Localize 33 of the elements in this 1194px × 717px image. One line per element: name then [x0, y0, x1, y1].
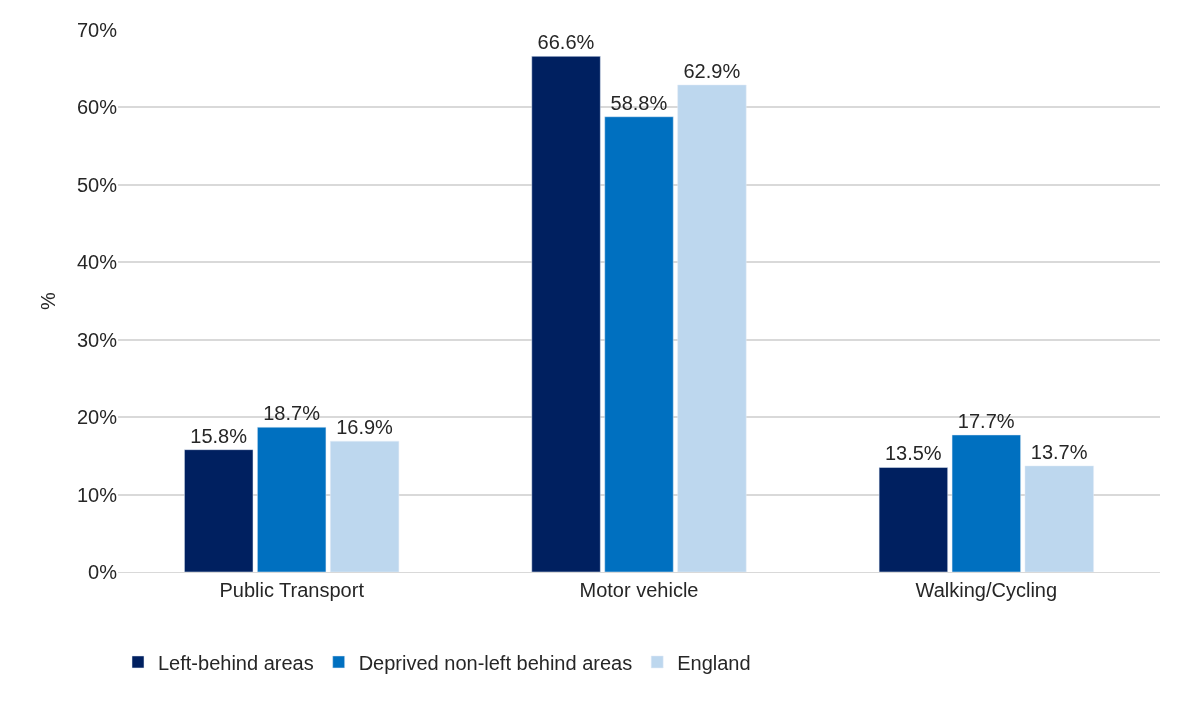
bar — [951, 434, 1021, 572]
y-tick-label: 50% — [76, 173, 118, 196]
x-tick-label: Motor vehicle — [579, 579, 699, 601]
data-label: 13.7% — [1030, 440, 1088, 463]
bar — [330, 440, 400, 572]
y-tick-label: 0% — [88, 561, 118, 583]
legend-label: Deprived non-left behind areas — [358, 651, 633, 674]
y-tick-label: 60% — [76, 96, 118, 119]
x-tick-label: Walking/Cycling — [915, 579, 1058, 601]
bar — [531, 56, 601, 572]
y-axis-title: % — [37, 291, 60, 310]
data-label: 58.8% — [610, 91, 668, 114]
data-label: 18.7% — [263, 402, 321, 425]
data-label: 15.8% — [190, 424, 248, 447]
bar — [677, 84, 747, 572]
legend-label: Left-behind areas — [158, 651, 314, 674]
bar — [184, 449, 254, 572]
data-label: 66.6% — [537, 31, 595, 54]
legend-label: England — [677, 651, 751, 674]
y-tick-label: 20% — [76, 406, 118, 429]
y-tick-label: 40% — [76, 251, 118, 274]
bar — [604, 116, 674, 572]
data-label: 17.7% — [957, 409, 1015, 432]
y-tick-label: 30% — [76, 328, 118, 351]
y-tick-label: 70% — [76, 19, 118, 41]
bar — [878, 467, 948, 572]
bar — [257, 426, 327, 572]
data-label: 16.9% — [336, 416, 394, 439]
data-label: 13.5% — [884, 442, 942, 465]
y-tick-label: 10% — [76, 483, 118, 506]
bar — [1024, 465, 1094, 572]
data-label: 62.9% — [683, 59, 741, 82]
x-tick-label: Public Transport — [219, 579, 365, 601]
